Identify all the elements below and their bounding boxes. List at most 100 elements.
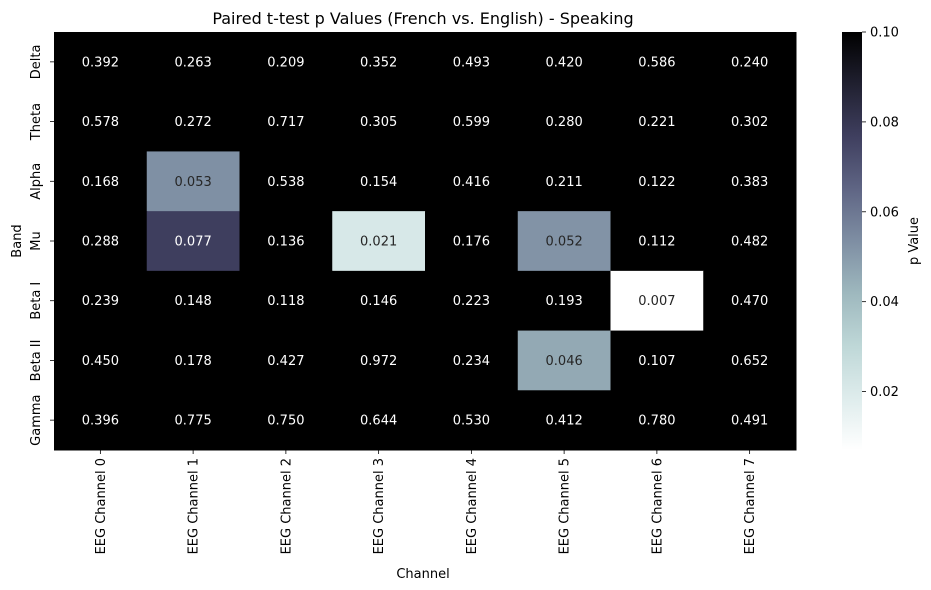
cell-value-label: 0.193 xyxy=(546,294,583,309)
heatmap-cell xyxy=(703,32,797,93)
heatmap-cell xyxy=(239,32,333,93)
cell-value-label: 0.416 xyxy=(453,175,490,190)
heatmap-cell xyxy=(610,330,704,391)
cell-value-label: 0.427 xyxy=(267,354,304,369)
heatmap-cell xyxy=(54,32,148,93)
heatmap-cell xyxy=(610,211,704,272)
heatmap-cell xyxy=(703,270,797,332)
cell-value-label: 0.176 xyxy=(453,235,490,250)
heatmap-cell xyxy=(703,91,797,152)
cell-value-label: 0.586 xyxy=(638,55,675,70)
heatmap-cell xyxy=(610,390,704,451)
heatmap-cell xyxy=(239,211,333,272)
heatmap-cell xyxy=(517,151,611,212)
heatmap-cell xyxy=(703,330,797,391)
cell-value-label: 0.077 xyxy=(175,235,212,250)
y-tick-label: Beta I xyxy=(29,282,44,320)
heatmap-cell xyxy=(517,330,611,391)
heatmap-cell xyxy=(425,390,519,451)
heatmap-cell xyxy=(610,151,704,212)
y-tick-label: Beta II xyxy=(29,340,44,382)
chart-title: Paired t-test p Values (French vs. Engli… xyxy=(212,9,633,28)
x-axis-ticks: EEG Channel 0 EEG Channel 1 EEG Channel 2 E… xyxy=(94,450,758,554)
cell-value-label: 0.178 xyxy=(175,354,212,369)
heatmap-cell xyxy=(517,390,611,451)
cell-value-label: 0.146 xyxy=(360,294,397,309)
heatmap-cell xyxy=(239,91,333,152)
cell-value-label: 0.240 xyxy=(731,55,768,70)
heatmap-cell xyxy=(332,91,426,152)
cell-value-label: 0.493 xyxy=(453,55,490,70)
heatmap-cell xyxy=(425,151,519,212)
y-tick-label: Delta xyxy=(29,45,44,80)
cell-value-label: 0.122 xyxy=(638,175,675,190)
colorbar-tick-label: 0.02 xyxy=(870,385,899,400)
heatmap-cells: 0.392 0.263 0.209 0.352 0.493 0.420 0.586 0.240… xyxy=(54,32,797,451)
heatmap-cell xyxy=(54,91,148,152)
y-tick-label: Mu xyxy=(29,231,44,250)
cell-value-label: 0.750 xyxy=(267,414,304,429)
x-axis-label: Channel xyxy=(396,567,449,582)
cell-value-label: 0.302 xyxy=(731,115,768,130)
y-tick-label: Theta xyxy=(29,103,44,141)
cell-value-label: 0.599 xyxy=(453,115,490,130)
cell-value-label: 0.652 xyxy=(731,354,768,369)
cell-value-label: 0.578 xyxy=(82,115,119,130)
heatmap-cell xyxy=(146,211,240,272)
cell-value-label: 0.288 xyxy=(82,235,119,250)
cell-value-label: 0.107 xyxy=(638,354,675,369)
cell-value-label: 0.021 xyxy=(360,235,397,250)
cell-value-label: 0.168 xyxy=(82,175,119,190)
cell-value-label: 0.392 xyxy=(82,55,119,70)
heatmap-cell xyxy=(54,390,148,451)
cell-value-label: 0.221 xyxy=(638,115,675,130)
x-tick-label: EEG Channel 0 xyxy=(94,458,109,554)
cell-value-label: 0.209 xyxy=(267,55,304,70)
heatmap-cell xyxy=(146,32,240,93)
cell-value-label: 0.717 xyxy=(267,115,304,130)
cell-value-label: 0.052 xyxy=(546,235,583,250)
cell-value-label: 0.272 xyxy=(175,115,212,130)
cell-value-label: 0.211 xyxy=(546,175,583,190)
cell-value-label: 0.491 xyxy=(731,414,768,429)
heatmap-cell xyxy=(54,211,148,272)
heatmap-cell xyxy=(425,32,519,93)
cell-value-label: 0.234 xyxy=(453,354,490,369)
heatmap-cell xyxy=(332,151,426,212)
cell-value-label: 0.396 xyxy=(82,414,119,429)
colorbar-tick-label: 0.10 xyxy=(870,26,899,41)
colorbar xyxy=(842,32,862,450)
heatmap-cell xyxy=(517,91,611,152)
heatmap-cell xyxy=(425,211,519,272)
heatmap-cell xyxy=(610,270,704,332)
heatmap-cell xyxy=(517,270,611,332)
cell-value-label: 0.046 xyxy=(546,354,583,369)
cell-value-label: 0.148 xyxy=(175,294,212,309)
y-tick-label: Gamma xyxy=(29,394,44,445)
heatmap-cell xyxy=(332,211,426,272)
heatmap-cell xyxy=(54,151,148,212)
x-tick-label: EEG Channel 3 xyxy=(372,458,387,554)
cell-value-label: 0.482 xyxy=(731,235,768,250)
x-tick-label: EEG Channel 7 xyxy=(743,458,758,554)
cell-value-label: 0.118 xyxy=(267,294,304,309)
heatmap-cell xyxy=(146,91,240,152)
colorbar-label: p Value xyxy=(907,217,922,265)
cell-value-label: 0.154 xyxy=(360,175,397,190)
cell-value-label: 0.538 xyxy=(267,175,304,190)
cell-value-label: 0.470 xyxy=(731,294,768,309)
cell-value-label: 0.112 xyxy=(638,235,675,250)
cell-value-label: 0.420 xyxy=(546,55,583,70)
x-tick-label: EEG Channel 1 xyxy=(187,458,202,554)
heatmap-cell xyxy=(54,330,148,391)
heatmap-cell xyxy=(332,270,426,332)
x-tick-label: EEG Channel 4 xyxy=(465,458,480,554)
heatmap-cell xyxy=(425,91,519,152)
cell-value-label: 0.239 xyxy=(82,294,119,309)
heatmap-cell xyxy=(332,32,426,93)
cell-value-label: 0.305 xyxy=(360,115,397,130)
cell-value-label: 0.775 xyxy=(175,414,212,429)
x-tick-label: EEG Channel 2 xyxy=(279,458,294,554)
heatmap-cell xyxy=(239,151,333,212)
